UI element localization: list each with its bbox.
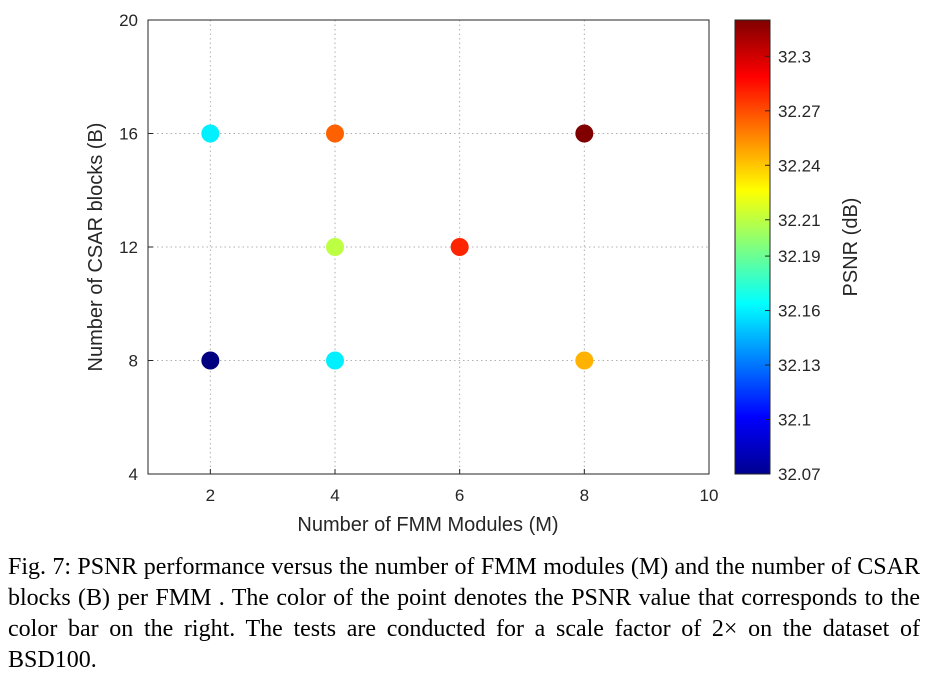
colorbar-tick-label: 32.19 [778,247,821,266]
colorbar-tick-label: 32.3 [778,47,811,66]
data-point [326,124,344,143]
colorbar-tick-label: 32.1 [778,411,811,430]
data-point [326,351,344,370]
x-axis-label: Number of FMM Modules (M) [297,514,558,536]
y-axis-label: Number of CSAR blocks (B) [85,123,107,372]
y-tick-label: 16 [119,125,138,144]
grid-lines [148,20,709,474]
figure-caption: Fig. 7: PSNR performance versus the numb… [8,554,920,673]
colorbar-label: PSNR (dB) [840,198,862,297]
colorbar-tick-label: 32.21 [778,211,821,230]
y-tick-label: 12 [119,238,138,257]
colorbar-ticks: 32.07 32.1 32.13 32.16 32.19 32.21 32.24 32.27 3… [765,47,821,484]
data-point [201,124,220,143]
colorbar-tick-label: 32.27 [778,102,821,121]
data-point [201,351,220,370]
psnr-scatter-chart: 2 4 6 8 10 4 8 12 16 20 Number of FMM Modules (M)… [85,11,862,536]
colorbar [734,19,771,475]
data-point [450,238,469,256]
x-tick-label: 4 [330,486,339,505]
x-tick-label: 2 [206,486,215,505]
y-tick-label: 20 [119,11,138,30]
colorbar-tick-label: 32.07 [778,465,821,484]
axis-ticks: 2 4 6 8 10 4 8 12 16 20 [119,11,718,505]
data-points [201,124,594,370]
colorbar-tick-label: 32.16 [778,302,821,321]
colorbar-tick-label: 32.24 [778,156,821,175]
y-tick-label: 4 [129,465,138,484]
x-tick-label: 10 [700,486,719,505]
data-point [575,124,594,143]
colorbar-tick-label: 32.13 [778,356,821,375]
y-tick-label: 8 [129,352,138,371]
x-tick-label: 6 [455,486,464,505]
x-tick-label: 8 [580,486,589,505]
data-point [326,238,344,256]
data-point [575,351,594,370]
